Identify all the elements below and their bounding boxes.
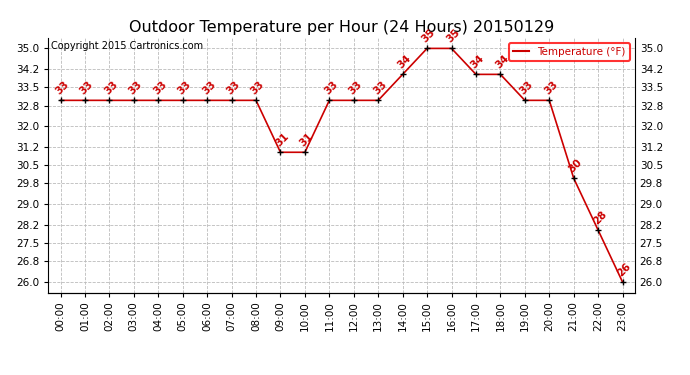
- Text: 31: 31: [273, 131, 291, 148]
- Text: 28: 28: [591, 209, 609, 226]
- Text: 33: 33: [127, 79, 144, 96]
- Text: 33: 33: [542, 79, 560, 96]
- Text: 35: 35: [420, 27, 437, 44]
- Text: 33: 33: [371, 79, 388, 96]
- Text: 33: 33: [322, 79, 339, 96]
- Text: Copyright 2015 Cartronics.com: Copyright 2015 Cartronics.com: [51, 41, 204, 51]
- Text: 33: 33: [78, 79, 95, 96]
- Text: 33: 33: [54, 79, 71, 96]
- Text: 33: 33: [151, 79, 168, 96]
- Text: 35: 35: [444, 27, 462, 44]
- Text: 33: 33: [518, 79, 535, 96]
- Text: 33: 33: [249, 79, 266, 96]
- Legend: Temperature (°F): Temperature (°F): [509, 43, 629, 61]
- Text: 34: 34: [493, 53, 511, 70]
- Text: 33: 33: [102, 79, 120, 96]
- Text: 33: 33: [176, 79, 193, 96]
- Text: 30: 30: [566, 157, 584, 174]
- Text: 33: 33: [225, 79, 242, 96]
- Text: 34: 34: [469, 53, 486, 70]
- Text: 31: 31: [298, 131, 315, 148]
- Text: 33: 33: [347, 79, 364, 96]
- Title: Outdoor Temperature per Hour (24 Hours) 20150129: Outdoor Temperature per Hour (24 Hours) …: [129, 20, 554, 35]
- Text: 34: 34: [395, 53, 413, 70]
- Text: 33: 33: [200, 79, 217, 96]
- Text: 26: 26: [615, 261, 633, 278]
